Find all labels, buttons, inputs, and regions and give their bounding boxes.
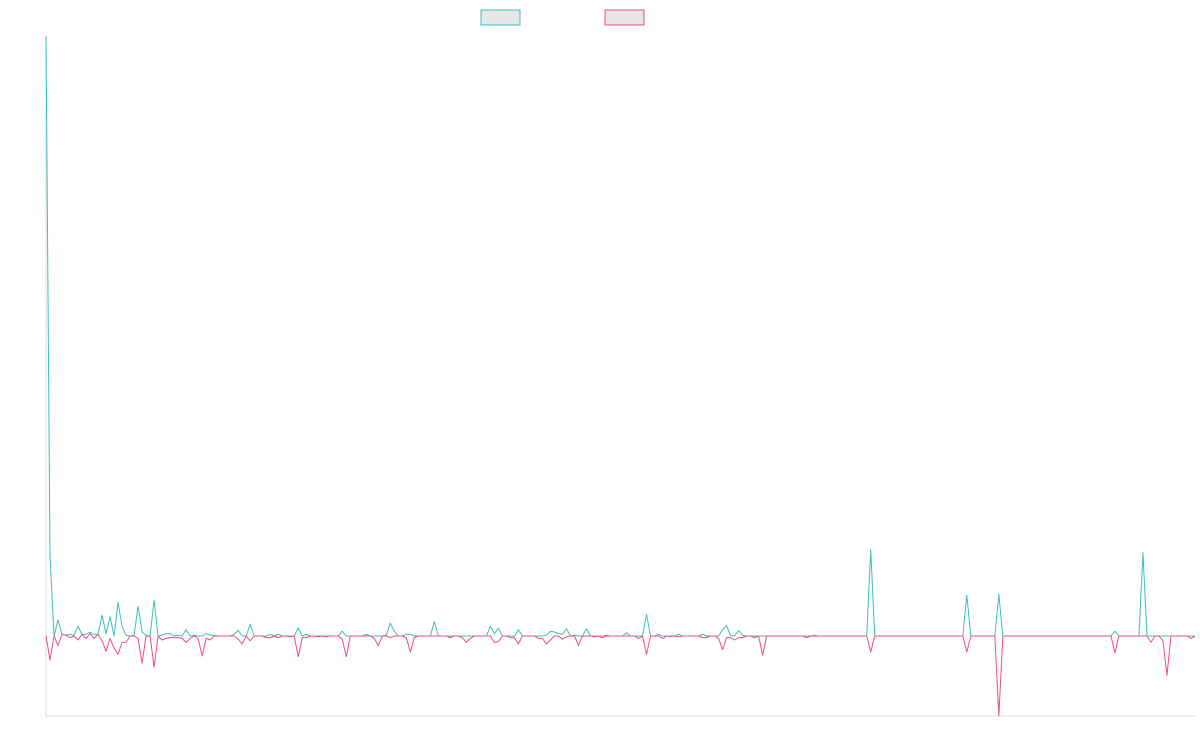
legend (480, 9, 645, 26)
axes (45, 36, 1195, 717)
series-layer (45, 35, 1196, 717)
series-line-2[interactable] (45, 633, 1196, 717)
legend-swatch-pink[interactable] (604, 9, 645, 26)
legend-swatch-teal[interactable] (480, 9, 521, 26)
series-line-1[interactable] (45, 35, 1195, 637)
